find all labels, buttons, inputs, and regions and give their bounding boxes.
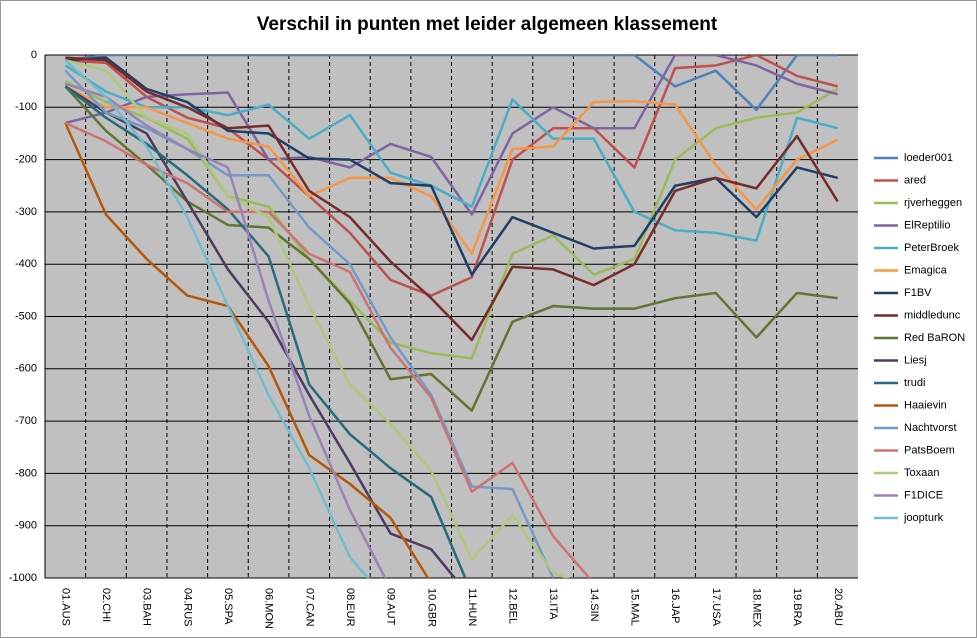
legend-label: ElReptilio: [904, 219, 950, 231]
x-tick-label: 18.MEX: [750, 588, 762, 628]
series-line: [64, 64, 838, 242]
y-tick-label: -800: [15, 467, 37, 479]
y-tick-label: -1000: [9, 572, 37, 584]
y-tick-label: -700: [15, 415, 37, 427]
legend-label: Toxaan: [904, 467, 939, 479]
y-tick-label: -200: [15, 154, 37, 166]
series-line: [64, 80, 839, 360]
series-line: [64, 59, 370, 578]
x-tick-label: 14.SIN: [588, 588, 600, 622]
series-line: [65, 55, 838, 112]
x-tick-label: 11.HUN: [466, 588, 478, 626]
series-line: [64, 69, 555, 578]
series-line: [64, 82, 387, 578]
legend-label: Emagica: [904, 264, 948, 276]
series-line: [65, 59, 571, 578]
series-line: [64, 85, 838, 412]
legend-label: F1DICE: [904, 489, 943, 501]
x-tick-label: 07.CAN: [303, 588, 315, 627]
x-tick-label: 10.GBR: [425, 588, 437, 627]
y-tick-label: -400: [15, 258, 37, 270]
x-tick-label: 19.BRA: [791, 588, 803, 627]
x-tick-label: 20.ABU: [832, 588, 844, 626]
legend-label: F1BV: [904, 287, 932, 299]
legend-label: loeder001: [904, 152, 953, 164]
x-tick-label: 17.USA: [710, 588, 722, 627]
x-tick-label: 15.MAL: [629, 588, 641, 626]
legend-label: trudi: [904, 377, 925, 389]
series-line: [65, 55, 838, 216]
series-line: [64, 85, 467, 578]
y-tick-label: -500: [15, 310, 37, 322]
x-tick-label: 08.EUR: [344, 588, 356, 627]
legend-label: joopturk: [903, 512, 944, 524]
legend-label: PeterBroek: [904, 242, 960, 254]
x-tick-label: 02.CHI: [100, 588, 112, 622]
y-tick-label: -300: [15, 206, 37, 218]
series-line: [65, 55, 838, 297]
x-tick-label: 04.RUS: [181, 588, 193, 627]
legend-label: ared: [904, 174, 926, 186]
x-tick-label: 06.MON: [263, 588, 275, 629]
legend-label: Nachtvorst: [904, 422, 957, 434]
series-line: [64, 122, 430, 578]
legend-label: Haaievin: [904, 399, 947, 411]
x-tick-label: 12.BEL: [507, 588, 519, 624]
x-tick-label: 03.BAH: [141, 588, 153, 626]
y-tick-label: -900: [15, 520, 37, 532]
legend-label: middledunc: [904, 309, 961, 321]
legend-label: Liesj: [904, 354, 927, 366]
x-tick-label: 05.SPA: [222, 588, 234, 625]
x-tick-label: 09.AUT: [385, 588, 397, 626]
y-tick-label: -600: [15, 363, 37, 375]
series-line: [64, 121, 591, 578]
series-line: [65, 56, 839, 342]
y-tick-label: 0: [31, 49, 37, 61]
legend-label: PatsBoem: [904, 444, 955, 456]
legend-label: rjverheggen: [904, 197, 962, 209]
legend-label: Red BaRON: [904, 332, 965, 344]
x-tick-label: 13.ITA: [547, 588, 559, 620]
series-line: [64, 85, 839, 255]
x-tick-label: 16.JAP: [669, 588, 681, 623]
chart-title: Verschil in punten met leider algemeen k…: [257, 14, 718, 35]
y-tick-label: -100: [15, 101, 37, 113]
x-tick-label: 01.AUS: [59, 588, 71, 626]
